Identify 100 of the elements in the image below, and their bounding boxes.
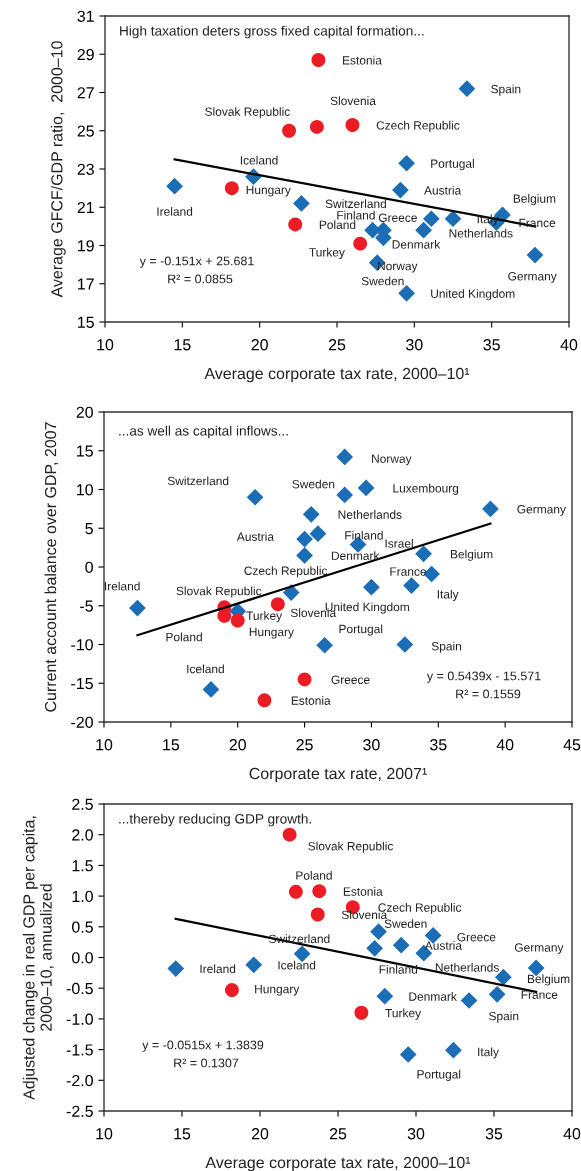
annotation: Czech Republic [244, 566, 328, 578]
annotation: Israel [385, 538, 413, 548]
annotation: y = -0.0515x + 1.3839 [142, 1040, 264, 1052]
x-tick-label: 15 [163, 739, 180, 751]
point [357, 479, 375, 497]
annotation: France [390, 567, 427, 576]
point [202, 681, 220, 698]
point [257, 693, 272, 708]
point [403, 577, 420, 594]
annotation: Finland [337, 210, 375, 220]
x-tick-label: 30 [363, 739, 380, 751]
point [488, 985, 506, 1003]
annotation: Ireland [104, 581, 140, 591]
annotation: Portugal [417, 1069, 461, 1081]
annotation: Finland [345, 530, 383, 540]
annotation: Portugal [339, 624, 383, 636]
annotation: Finland [379, 964, 418, 974]
annotation: Slovenia [330, 96, 376, 106]
point [224, 181, 239, 196]
annotation: Belgium [450, 549, 493, 561]
point [363, 578, 380, 596]
point [282, 123, 296, 138]
y-tick-label: -20 [71, 716, 93, 728]
point [282, 584, 300, 601]
y-tick-label: -5 [80, 600, 93, 612]
annotation: ...thereby reducing GDP growth. [119, 813, 311, 827]
point [345, 118, 360, 132]
annotation: Norway [378, 261, 418, 273]
point [288, 217, 303, 232]
annotation: Denmark [409, 992, 457, 1001]
x-tick-label: 30 [406, 339, 423, 351]
y-tick-label: 0.5 [72, 921, 93, 933]
annotation: Hungary [246, 185, 291, 197]
x-axis-title: Corporate tax rate, 2007¹ [249, 767, 427, 783]
annotation: Greece [331, 675, 370, 684]
point [224, 983, 239, 997]
annotation: Sweden [292, 479, 335, 489]
point [296, 530, 313, 548]
annotation: Switzerland [269, 934, 330, 944]
annotation: Spain [491, 84, 521, 96]
annotation: Slovak Republic [176, 586, 262, 598]
point [482, 500, 499, 518]
annotation: Turkey [385, 1008, 422, 1020]
annotation: ...as well as capital inflows... [119, 425, 288, 439]
annotation: Greece [378, 213, 417, 222]
annotation: Luxembourg [393, 483, 459, 495]
x-tick-label: 40 [560, 339, 578, 351]
annotation: Netherlands [338, 510, 402, 519]
x-tick-label: 30 [407, 1128, 425, 1140]
point [230, 613, 245, 628]
annotation: Italy [477, 214, 499, 226]
annotation: France [519, 218, 556, 228]
annotation: Slovak Republic [205, 107, 290, 119]
point [288, 884, 303, 899]
annotation: Italy [437, 589, 459, 601]
y-tick-label: -10 [71, 639, 93, 651]
y-tick-label: 20 [76, 406, 93, 418]
y-tick-label: 19 [78, 240, 94, 252]
point [399, 1046, 417, 1063]
y-tick-label: 31 [77, 10, 94, 22]
annotation: Netherlands [449, 228, 513, 238]
point [316, 636, 333, 654]
y-tick-label: 21 [77, 201, 94, 214]
annotation: R² = 0.0855 [168, 274, 233, 284]
point [309, 525, 327, 543]
y-tick-label: 27 [77, 87, 94, 99]
point [353, 236, 368, 251]
annotation: Slovenia [341, 910, 388, 920]
annotation: Belgium [527, 974, 570, 986]
annotation: Norway [372, 454, 412, 466]
x-axis-title: Average corporate tax rate, 2000–10¹ [205, 1156, 471, 1171]
annotation: Estonia [343, 887, 383, 896]
y-axis-title: Current account balance over GDP, 2007 [44, 422, 59, 712]
annotation: Iceland [278, 960, 316, 970]
x-tick-label: 15 [174, 339, 191, 351]
point [398, 154, 415, 172]
annotation: Czech Republic [376, 120, 460, 132]
annotation: Portugal [431, 159, 474, 171]
x-tick-label: 35 [430, 739, 447, 751]
x-tick-label: 35 [483, 339, 500, 351]
annotation: United Kingdom [431, 289, 515, 301]
annotation: y = 0.5439x - 15.571 [426, 671, 541, 683]
point [460, 992, 478, 1009]
y-tick-label: 0.0 [72, 952, 93, 964]
annotation: Germany [514, 943, 564, 955]
y-axis-title: Average GFCF/GDP ratio, 2000–10 [50, 41, 66, 298]
annotation: Spain [489, 1011, 519, 1023]
annotation: Austria [424, 941, 462, 950]
y-tick-label: 10 [77, 484, 93, 496]
y-tick-label: -2.5 [66, 1105, 93, 1117]
y-tick-label: 29 [77, 48, 94, 61]
point [311, 53, 326, 67]
y-tick-label: 1.5 [72, 860, 93, 872]
point [282, 827, 297, 842]
point [396, 636, 414, 653]
point [398, 284, 415, 302]
point [167, 960, 185, 977]
point [336, 486, 354, 504]
annotation: y = -0.151x + 25.681 [139, 256, 254, 268]
point [366, 939, 384, 957]
